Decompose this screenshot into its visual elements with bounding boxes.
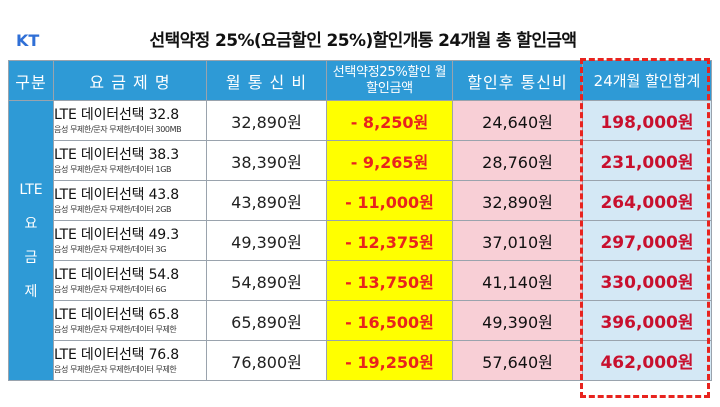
plan-name: LTE 데이터선택 43.8 <box>54 187 180 203</box>
plan-detail: 음성 무제한/문자 무제한/데이터 300MB <box>54 125 182 134</box>
plan-detail: 음성 무제한/문자 무제한/데이터 6G <box>54 285 167 294</box>
plan-name: LTE 데이터선택 49.3 <box>54 227 180 243</box>
table-row: LTE 데이터선택 43.8 음성 무제한/문자 무제한/데이터 2GB 43,89… <box>9 180 712 221</box>
monthly-fee-cell: 38,390원 <box>206 140 327 181</box>
total-discount-cell: 231,000원 <box>582 140 712 181</box>
category-word: 요 <box>24 215 38 232</box>
after-discount-cell: 49,390원 <box>452 300 583 341</box>
after-discount-cell: 41,140원 <box>452 260 583 301</box>
header-total: 24개월 할인합계 <box>582 60 712 101</box>
page-title: 선택약정 25%(요금할인 25%)할인개통 24개월 총 할인금액 <box>149 31 578 51</box>
table-row: LTE 요 금 제 LTE 데이터선택 32.8 음성 무제한/문자 무제한/데이터 30… <box>8 100 712 381</box>
plan-detail: 음성 무제한/문자 무제한/데이터 1GB <box>54 165 172 174</box>
plan-detail: 음성 무제한/문자 무제한/데이터 2GB <box>54 205 172 214</box>
after-discount-cell: 32,890원 <box>452 180 583 221</box>
plan-detail: 음성 무제한/문자 무제한/데이터 무제한 <box>54 325 177 334</box>
plan-cell: LTE 데이터선택 32.8 음성 무제한/문자 무제한/데이터 300MB <box>53 100 207 141</box>
monthly-fee-cell: 43,890원 <box>206 180 327 221</box>
header-monthly: 월 통 신 비 <box>206 60 327 101</box>
monthly-discount-cell: - 13,750원 <box>326 260 453 301</box>
monthly-discount-cell: - 12,375원 <box>326 220 453 261</box>
monthly-fee-cell: 32,890원 <box>206 100 327 141</box>
category-word: 제 <box>24 283 38 300</box>
monthly-discount-cell: - 11,000원 <box>326 180 453 221</box>
total-discount-cell: 462,000원 <box>582 340 712 381</box>
table-row: LTE 데이터선택 49.3 음성 무제한/문자 무제한/데이터 3G 49,390… <box>9 220 712 261</box>
after-discount-cell: 57,640원 <box>452 340 583 381</box>
plan-cell: LTE 데이터선택 49.3 음성 무제한/문자 무제한/데이터 3G <box>53 220 207 261</box>
table-row: LTE 데이터선택 76.8 음성 무제한/문자 무제한/데이터 무제한 76,80… <box>9 340 712 381</box>
plan-name: LTE 데이터선택 38.3 <box>54 147 180 163</box>
category-cell: LTE 요 금 제 <box>8 100 54 381</box>
table-row: LTE 데이터선택 38.3 음성 무제한/문자 무제한/데이터 1GB 38,39… <box>9 140 712 181</box>
brand-label: KT <box>16 31 40 50</box>
monthly-fee-cell: 65,890원 <box>206 300 327 341</box>
plan-cell: LTE 데이터선택 43.8 음성 무제한/문자 무제한/데이터 2GB <box>53 180 207 221</box>
monthly-discount-cell: - 8,250원 <box>326 100 453 141</box>
header-plan: 요 금 제 명 <box>53 60 207 101</box>
plan-cell: LTE 데이터선택 76.8 음성 무제한/문자 무제한/데이터 무제한 <box>53 340 207 381</box>
table-row: LTE 데이터선택 65.8 음성 무제한/문자 무제한/데이터 무제한 65,89… <box>9 300 712 341</box>
category-word: LTE <box>19 181 43 198</box>
monthly-discount-cell: - 9,265원 <box>326 140 453 181</box>
monthly-fee-cell: 76,800원 <box>206 340 327 381</box>
total-discount-cell: 198,000원 <box>582 100 712 141</box>
monthly-discount-cell: - 16,500원 <box>326 300 453 341</box>
total-discount-cell: 396,000원 <box>582 300 712 341</box>
plan-name: LTE 데이터선택 32.8 <box>54 107 180 123</box>
plan-detail: 음성 무제한/문자 무제한/데이터 무제한 <box>54 365 177 374</box>
plan-cell: LTE 데이터선택 65.8 음성 무제한/문자 무제한/데이터 무제한 <box>53 300 207 341</box>
header-after: 할인후 통신비 <box>452 60 583 101</box>
discount-table: 구분 요 금 제 명 월 통 신 비 선택약정25%할인 월 할인금액 할인후 … <box>8 60 712 381</box>
plan-cell: LTE 데이터선택 38.3 음성 무제한/문자 무제한/데이터 1GB <box>53 140 207 181</box>
monthly-fee-cell: 54,890원 <box>206 260 327 301</box>
total-discount-cell: 297,000원 <box>582 220 712 261</box>
header-category: 구분 <box>8 60 54 101</box>
plan-name: LTE 데이터선택 76.8 <box>54 347 180 363</box>
header-row: 구분 요 금 제 명 월 통 신 비 선택약정25%할인 월 할인금액 할인후 … <box>8 60 712 101</box>
after-discount-cell: 24,640원 <box>452 100 583 141</box>
plan-name: LTE 데이터선택 54.8 <box>54 267 180 283</box>
total-discount-cell: 330,000원 <box>582 260 712 301</box>
category-word: 금 <box>24 249 38 266</box>
plan-detail: 음성 무제한/문자 무제한/데이터 3G <box>54 245 167 254</box>
header-discount: 선택약정25%할인 월 할인금액 <box>326 60 453 101</box>
total-discount-cell: 264,000원 <box>582 180 712 221</box>
plan-cell: LTE 데이터선택 54.8 음성 무제한/문자 무제한/데이터 6G <box>53 260 207 301</box>
monthly-fee-cell: 49,390원 <box>206 220 327 261</box>
plan-name: LTE 데이터선택 65.8 <box>54 307 180 323</box>
table-row: LTE 데이터선택 54.8 음성 무제한/문자 무제한/데이터 6G 54,890… <box>9 260 712 301</box>
monthly-discount-cell: - 19,250원 <box>326 340 453 381</box>
after-discount-cell: 37,010원 <box>452 220 583 261</box>
after-discount-cell: 28,760원 <box>452 140 583 181</box>
